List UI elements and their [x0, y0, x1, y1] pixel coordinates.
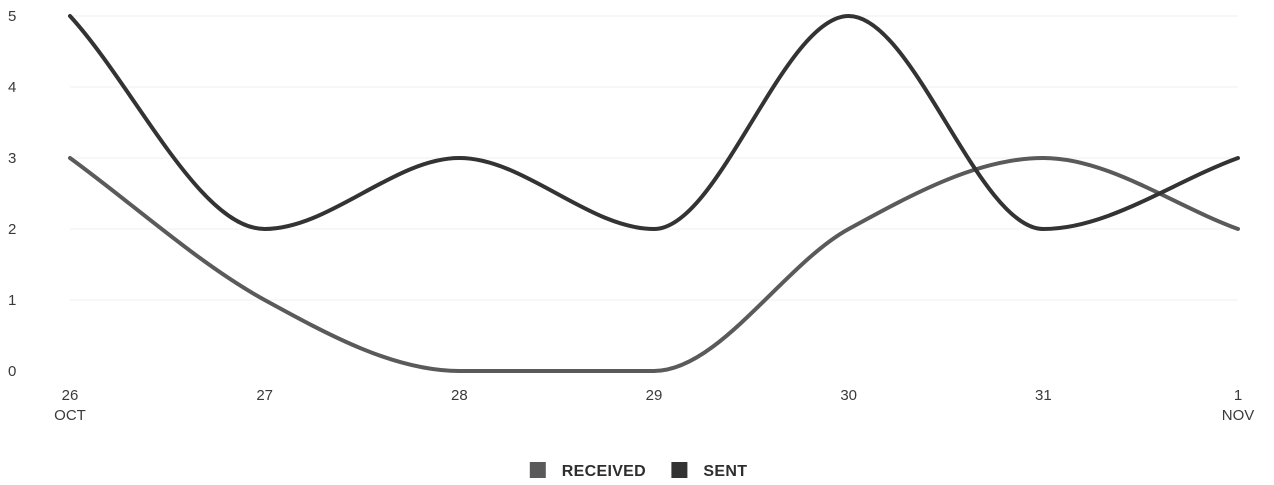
y-tick-label: 5 — [8, 8, 16, 25]
x-axis-ticks: 26 OCT 27 28 29 30 31 1 NOV — [54, 387, 1254, 424]
legend-label-sent[interactable]: SENT — [703, 463, 747, 480]
x-tick-month-label: OCT — [54, 407, 86, 424]
x-tick-label: 31 — [1035, 387, 1052, 404]
x-tick-label: 28 — [451, 387, 468, 404]
y-tick-label: 3 — [8, 150, 16, 167]
x-tick-label: 30 — [840, 387, 857, 404]
y-tick-label: 1 — [8, 292, 16, 309]
y-axis-ticks: 0 1 2 3 4 5 — [8, 8, 16, 380]
series-line-sent — [68, 14, 1240, 231]
x-tick-label: 27 — [256, 387, 273, 404]
x-tick-label: 1 — [1234, 387, 1242, 404]
legend-swatch-sent — [671, 462, 688, 478]
y-tick-label: 2 — [8, 221, 16, 238]
y-tick-label: 4 — [8, 79, 16, 96]
x-tick-label: 29 — [646, 387, 663, 404]
series-lines — [68, 14, 1240, 374]
x-tick-label: 26 — [62, 387, 79, 404]
y-tick-label: 0 — [8, 363, 16, 380]
series-line-received — [68, 156, 1240, 374]
x-tick-month-label: NOV — [1222, 407, 1255, 424]
legend: RECEIVED SENT — [529, 462, 747, 480]
legend-label-received[interactable]: RECEIVED — [562, 463, 646, 480]
legend-swatch-received — [529, 462, 546, 478]
